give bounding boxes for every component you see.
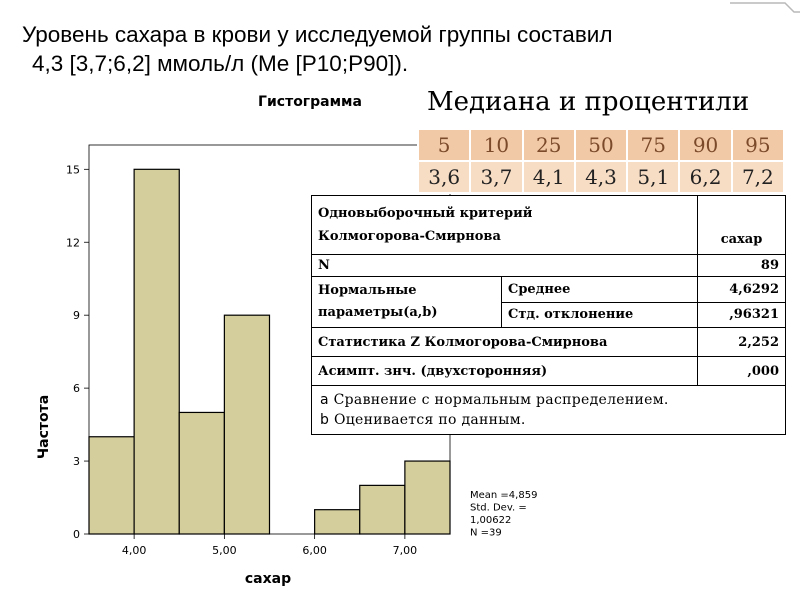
histogram-bar xyxy=(404,460,451,535)
ks-footnotes: a Сравнение с нормальным распределением.… xyxy=(311,385,786,435)
percentile-header: 90 xyxy=(678,128,733,162)
ks-footnote-a-symbol: a xyxy=(320,392,329,408)
y-axis: 0 3 6 9 12 15 xyxy=(66,163,89,541)
slide-title-line1: Уровень сахара в крови у исследуемой гру… xyxy=(22,22,613,47)
ks-p-label: Асимпт. знч. (двухсторонняя) xyxy=(311,356,698,386)
slide-title-line2: 4,3 [3,7;6,2] ммоль/л (Me [P10;P90]). xyxy=(32,51,409,76)
ks-footnote-a: a Сравнение с нормальным распределением. xyxy=(320,390,777,410)
percentile-header: 25 xyxy=(521,128,576,162)
percentile-header: 95 xyxy=(730,128,786,162)
percentile-header: 10 xyxy=(469,128,524,162)
percentile-header: 50 xyxy=(573,128,629,162)
stats-line: Mean =4,859 xyxy=(470,490,537,501)
percentile-value: 6,2 xyxy=(678,160,733,194)
percentiles-title: Медиана и процентили xyxy=(427,87,750,117)
ks-mean-label: Среднее xyxy=(501,276,698,303)
stats-line: 1,00622 xyxy=(470,515,511,526)
corner-decoration xyxy=(730,2,800,13)
stats-box: Mean =4,859 Std. Dev. =1,00622 N =39 xyxy=(470,490,537,539)
ks-row-n: N 89 xyxy=(311,254,786,277)
y-tick-label: 12 xyxy=(66,236,80,249)
stats-line: Std. Dev. = xyxy=(470,503,527,514)
ks-sd-value: ,96321 xyxy=(697,301,786,328)
y-tick-label: 15 xyxy=(66,163,80,176)
histogram-bar xyxy=(178,411,225,535)
ks-footnotes-row: a Сравнение с нормальным распределением.… xyxy=(311,385,786,435)
ks-column-header: сахар xyxy=(697,195,786,255)
x-tick-label: 5,00 xyxy=(212,544,237,557)
percentiles-header-row: 5 10 25 50 75 90 95 xyxy=(416,128,786,162)
ks-header-row: Одновыборочный критерий Колмогорова-Смир… xyxy=(311,195,786,255)
percentiles-value-row: 3,6 3,7 4,1 4,3 5,1 6,2 7,2 xyxy=(416,160,786,194)
ks-row-sd: Стд. отклонение ,96321 xyxy=(312,301,786,328)
ks-normal-params-label: Нормальные параметры(a,b) xyxy=(311,276,502,328)
ks-header-title: Одновыборочный критерий Колмогорова-Смир… xyxy=(311,195,698,255)
histogram-bar xyxy=(223,314,271,535)
ks-test-table: Одновыборочный критерий Колмогорова-Смир… xyxy=(311,195,786,435)
percentile-value: 3,6 xyxy=(416,160,472,194)
ks-normal-params-line1: Нормальные xyxy=(318,283,417,298)
histogram-bar xyxy=(88,436,135,535)
stats-line: N =39 xyxy=(470,528,502,539)
y-axis-title: Частота xyxy=(36,395,52,459)
percentile-header: 5 xyxy=(416,128,472,162)
y-tick-label: 3 xyxy=(73,455,80,468)
ks-header-line1: Одновыборочный критерий xyxy=(318,206,533,221)
percentiles-table: 5 10 25 50 75 90 95 3,6 3,7 4,1 4,3 5,1 … xyxy=(416,128,786,194)
x-tick-label: 7,00 xyxy=(393,544,418,557)
percentile-value: 7,2 xyxy=(730,160,786,194)
percentile-value: 5,1 xyxy=(626,160,681,194)
histogram-title: Гистограмма xyxy=(258,94,362,110)
ks-sd-label: Стд. отклонение xyxy=(501,301,698,328)
ks-header-line2: Колмогорова-Смирнова xyxy=(318,229,501,244)
ks-row-mean: Нормальные параметры(a,b) Среднее 4,6292 xyxy=(311,276,786,328)
percentile-value: 3,7 xyxy=(469,160,524,194)
x-tick-label: 6,00 xyxy=(302,544,327,557)
percentile-value: 4,3 xyxy=(573,160,629,194)
ks-footnote-a-text: Сравнение с нормальным распределением. xyxy=(333,392,669,408)
ks-n-label: N xyxy=(311,254,698,277)
ks-mean-value: 4,6292 xyxy=(697,276,786,303)
ks-row-p: Асимпт. знч. (двухсторонняя) ,000 xyxy=(311,356,786,386)
ks-footnote-b-symbol: b xyxy=(320,412,330,428)
ks-z-value: 2,252 xyxy=(697,327,786,357)
ks-n-value: 89 xyxy=(697,254,786,277)
histogram-bar xyxy=(133,168,180,535)
histogram-bar xyxy=(359,484,406,535)
percentile-value: 4,1 xyxy=(521,160,576,194)
bars-layer xyxy=(88,168,451,535)
x-axis-title: сахар xyxy=(245,571,291,587)
ks-normal-params-line2: параметры(a,b) xyxy=(318,305,438,320)
ks-z-label: Статистика Z Колмогорова-Смирнова xyxy=(311,327,698,357)
histogram-bar xyxy=(314,509,361,535)
ks-footnote-b: b Оценивается по данным. xyxy=(320,410,777,430)
slide-title: Уровень сахара в крови у исследуемой гру… xyxy=(22,20,782,78)
y-tick-label: 6 xyxy=(73,382,80,395)
y-tick-label: 9 xyxy=(73,309,80,322)
ks-footnote-b-text: Оценивается по данным. xyxy=(333,412,526,428)
percentile-header: 75 xyxy=(626,128,681,162)
ks-row-z: Статистика Z Колмогорова-Смирнова 2,252 xyxy=(311,327,786,357)
ks-p-value: ,000 xyxy=(697,356,786,386)
y-tick-label: 0 xyxy=(73,528,80,541)
x-tick-label: 4,00 xyxy=(122,544,147,557)
x-axis: 4,00 5,00 6,00 7,00 xyxy=(122,534,417,557)
